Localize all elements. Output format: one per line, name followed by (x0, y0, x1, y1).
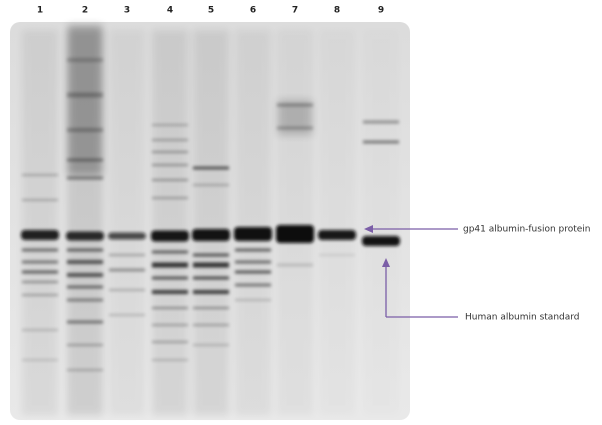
lane-label: 9 (378, 6, 384, 16)
band (152, 290, 188, 294)
band (152, 324, 188, 326)
band (22, 359, 58, 361)
lane-label: 1 (37, 6, 43, 16)
band (152, 262, 188, 268)
lane-smear (193, 30, 229, 415)
lane-smear (68, 25, 102, 175)
band (67, 176, 103, 180)
band (193, 290, 229, 294)
band (22, 294, 58, 296)
band (67, 260, 103, 264)
lane-smear (22, 30, 58, 415)
band (67, 273, 103, 277)
lane-labels: 1 2 3 4 5 6 7 8 9 (37, 6, 384, 16)
band (193, 184, 229, 186)
band (22, 174, 58, 176)
lane-smear (235, 30, 271, 415)
lane-smear (152, 30, 188, 415)
main-band (318, 230, 356, 240)
annotation-label: gp41 albumin-fusion protein (463, 225, 591, 235)
band (22, 248, 58, 252)
band (152, 197, 188, 199)
band (277, 103, 313, 107)
band (193, 276, 229, 280)
band (193, 307, 229, 309)
band (235, 270, 271, 274)
band (193, 344, 229, 346)
band (22, 270, 58, 274)
band (67, 285, 103, 289)
annotation-label: Human albumin standard (465, 313, 580, 323)
band (277, 263, 313, 267)
lane-smear (277, 30, 313, 415)
band (22, 281, 58, 283)
arrow-head (382, 258, 390, 267)
arrow-head (364, 225, 373, 233)
main-band (21, 230, 59, 240)
band (67, 320, 103, 324)
band (193, 262, 229, 268)
lane-label: 4 (167, 6, 173, 16)
band (152, 151, 188, 153)
main-band (192, 229, 230, 241)
band (67, 92, 103, 98)
band (319, 254, 355, 256)
band (363, 120, 399, 124)
main-band (151, 230, 189, 242)
band (109, 289, 145, 291)
band (363, 140, 399, 144)
band (235, 260, 271, 264)
band (193, 166, 229, 170)
band (152, 276, 188, 280)
band (152, 124, 188, 126)
lane-label: 3 (124, 6, 130, 16)
band (152, 359, 188, 361)
main-band (66, 231, 104, 241)
band (152, 164, 188, 166)
band (67, 128, 103, 132)
band (67, 248, 103, 252)
main-band (108, 232, 146, 240)
main-band (234, 227, 272, 241)
band (22, 260, 58, 264)
band (67, 158, 103, 162)
lane-label: 6 (250, 6, 256, 16)
band (22, 199, 58, 201)
lane-smear (363, 30, 399, 415)
main-band (362, 236, 400, 246)
annotation-arrows (364, 225, 458, 318)
band (193, 324, 229, 326)
band (277, 126, 313, 130)
band (67, 369, 103, 371)
band (67, 298, 103, 302)
band (67, 344, 103, 346)
band (152, 307, 188, 309)
band (235, 299, 271, 301)
gel-bands (21, 25, 400, 415)
band (152, 179, 188, 181)
lane-label: 2 (82, 6, 88, 16)
main-band (276, 225, 314, 243)
lane-smear (109, 30, 145, 415)
band (152, 139, 188, 141)
lane-label: 5 (208, 6, 214, 16)
band (193, 253, 229, 257)
band (109, 254, 145, 256)
band (109, 268, 145, 272)
band (152, 341, 188, 343)
band (235, 283, 271, 287)
band (109, 314, 145, 316)
lane-label: 7 (292, 6, 298, 16)
lane-label: 8 (334, 6, 340, 16)
band (152, 250, 188, 254)
lane-smear (319, 30, 355, 415)
band (67, 58, 103, 62)
band (22, 329, 58, 331)
band (235, 248, 271, 252)
